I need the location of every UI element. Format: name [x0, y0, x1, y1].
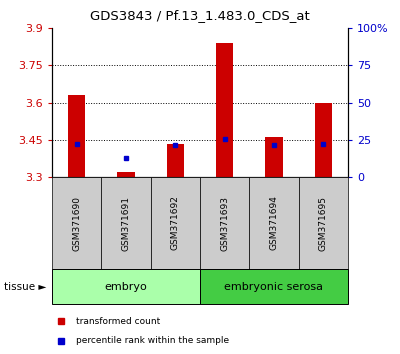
- Text: GSM371690: GSM371690: [72, 195, 81, 251]
- Bar: [151, 177, 200, 269]
- Text: tissue ►: tissue ►: [4, 282, 46, 292]
- Text: GSM371691: GSM371691: [122, 195, 130, 251]
- Bar: [299, 177, 348, 269]
- Text: GSM371693: GSM371693: [220, 195, 229, 251]
- Text: embryonic serosa: embryonic serosa: [224, 282, 324, 292]
- Bar: [216, 43, 233, 177]
- Bar: [68, 95, 85, 177]
- Bar: [249, 177, 299, 269]
- Bar: [117, 172, 135, 177]
- Text: GSM371695: GSM371695: [319, 195, 328, 251]
- Text: GDS3843 / Pf.13_1.483.0_CDS_at: GDS3843 / Pf.13_1.483.0_CDS_at: [90, 9, 310, 22]
- Text: GSM371692: GSM371692: [171, 195, 180, 251]
- Bar: [52, 269, 200, 304]
- Bar: [200, 177, 249, 269]
- Bar: [265, 137, 283, 177]
- Text: GSM371694: GSM371694: [270, 195, 278, 251]
- Bar: [101, 177, 151, 269]
- Text: percentile rank within the sample: percentile rank within the sample: [76, 336, 229, 345]
- Bar: [315, 103, 332, 177]
- Bar: [200, 269, 348, 304]
- Bar: [167, 143, 184, 177]
- Text: embryo: embryo: [105, 282, 147, 292]
- Bar: [52, 177, 101, 269]
- Text: transformed count: transformed count: [76, 317, 160, 326]
